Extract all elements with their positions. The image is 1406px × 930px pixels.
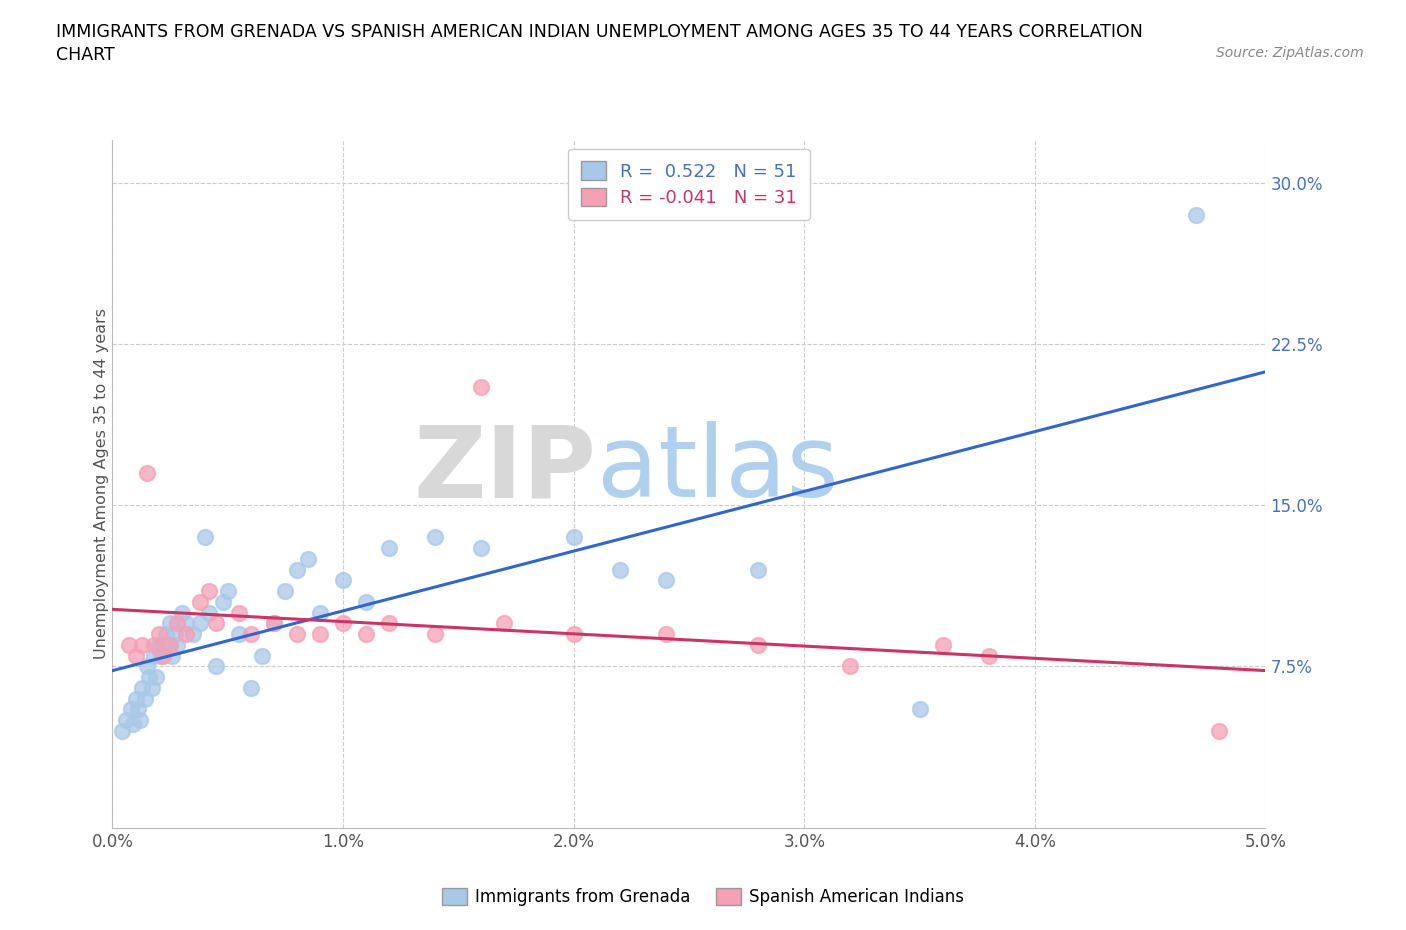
Point — [159, 637, 181, 652]
Point — [609, 562, 631, 577]
Text: CHART: CHART — [56, 46, 115, 64]
Point — [212, 594, 235, 609]
Point — [148, 637, 170, 652]
Point — [1185, 207, 1208, 222]
Point — [156, 637, 179, 652]
Point — [285, 562, 308, 577]
Text: IMMIGRANTS FROM GRENADA VS SPANISH AMERICAN INDIAN UNEMPLOYMENT AMONG AGES 35 TO: IMMIGRANTS FROM GRENADA VS SPANISH AMERI… — [56, 23, 1143, 41]
Point — [152, 648, 174, 663]
Point — [181, 627, 204, 642]
Point — [159, 616, 181, 631]
Point — [239, 627, 262, 642]
Point — [141, 681, 163, 696]
Point — [166, 637, 188, 652]
Point — [205, 659, 228, 674]
Legend: R =  0.522   N = 51, R = -0.041   N = 31: R = 0.522 N = 51, R = -0.041 N = 31 — [568, 149, 810, 219]
Point — [977, 648, 1000, 663]
Point — [655, 627, 678, 642]
Point — [285, 627, 308, 642]
Point — [470, 540, 492, 555]
Point — [120, 702, 142, 717]
Point — [263, 616, 285, 631]
Point — [174, 627, 197, 642]
Point — [136, 659, 159, 674]
Point — [122, 717, 145, 732]
Point — [134, 691, 156, 706]
Point — [931, 637, 953, 652]
Point — [354, 594, 377, 609]
Point — [145, 670, 167, 684]
Point — [1208, 724, 1230, 738]
Point — [562, 530, 585, 545]
Point — [252, 648, 274, 663]
Point — [174, 616, 197, 631]
Point — [155, 627, 177, 642]
Point — [470, 379, 492, 394]
Point — [198, 584, 221, 599]
Point — [228, 605, 250, 620]
Point — [425, 530, 447, 545]
Point — [297, 551, 319, 566]
Text: atlas: atlas — [596, 421, 838, 518]
Point — [908, 702, 931, 717]
Text: ZIP: ZIP — [413, 421, 596, 518]
Point — [124, 648, 146, 663]
Point — [143, 648, 166, 663]
Point — [332, 573, 354, 588]
Point — [127, 702, 149, 717]
Point — [152, 637, 174, 652]
Point — [124, 691, 146, 706]
Point — [747, 637, 769, 652]
Point — [188, 594, 211, 609]
Point — [228, 627, 250, 642]
Point — [217, 584, 239, 599]
Point — [131, 637, 153, 652]
Point — [309, 627, 332, 642]
Point — [494, 616, 516, 631]
Point — [839, 659, 862, 674]
Point — [747, 562, 769, 577]
Point — [149, 648, 172, 663]
Point — [117, 637, 139, 652]
Point — [111, 724, 134, 738]
Point — [194, 530, 217, 545]
Y-axis label: Unemployment Among Ages 35 to 44 years: Unemployment Among Ages 35 to 44 years — [94, 308, 108, 659]
Point — [332, 616, 354, 631]
Point — [198, 605, 221, 620]
Point — [562, 627, 585, 642]
Point — [263, 616, 285, 631]
Point — [162, 648, 184, 663]
Point — [655, 573, 678, 588]
Point — [166, 616, 188, 631]
Point — [131, 681, 153, 696]
Point — [354, 627, 377, 642]
Point — [143, 637, 166, 652]
Point — [138, 670, 160, 684]
Point — [425, 627, 447, 642]
Point — [115, 712, 138, 727]
Point — [188, 616, 211, 631]
Point — [129, 712, 152, 727]
Point — [309, 605, 332, 620]
Point — [163, 627, 186, 642]
Point — [378, 540, 401, 555]
Legend: Immigrants from Grenada, Spanish American Indians: Immigrants from Grenada, Spanish America… — [436, 881, 970, 912]
Point — [170, 605, 193, 620]
Point — [148, 627, 170, 642]
Point — [378, 616, 401, 631]
Point — [136, 465, 159, 480]
Text: Source: ZipAtlas.com: Source: ZipAtlas.com — [1216, 46, 1364, 60]
Point — [205, 616, 228, 631]
Point — [274, 584, 297, 599]
Point — [239, 681, 262, 696]
